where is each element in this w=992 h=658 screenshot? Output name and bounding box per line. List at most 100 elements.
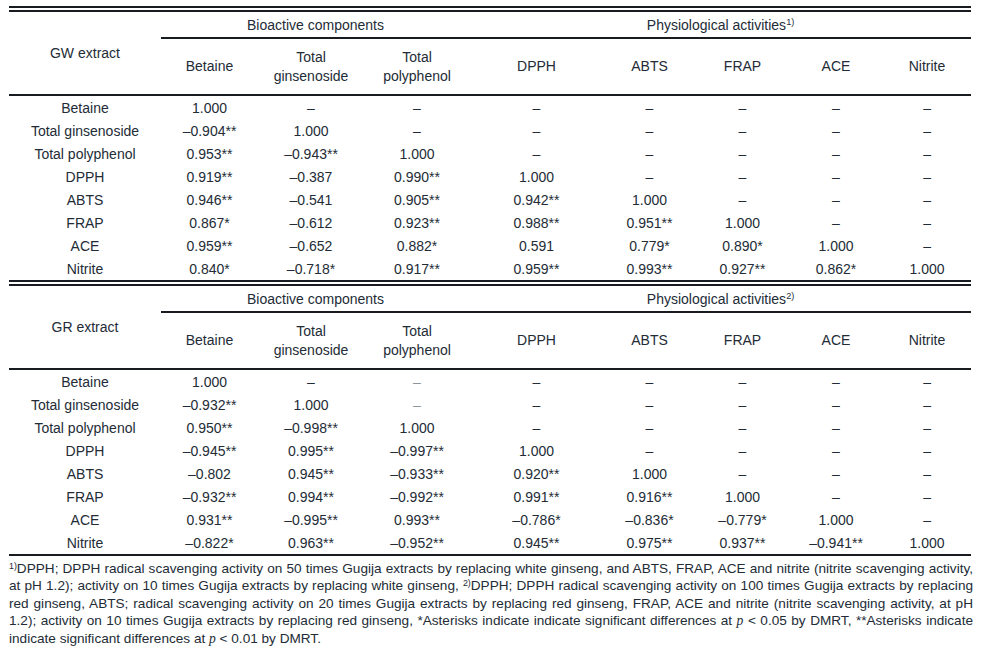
correlation-cell: 0.937**	[696, 531, 789, 555]
table-row: FRAP–0.932**0.994**–0.992**0.991**0.916*…	[9, 485, 971, 508]
correlation-cell: –	[883, 142, 971, 165]
table-row: Total ginsenoside–0.932**1.000––––––	[9, 393, 971, 416]
correlation-cell: –	[696, 165, 789, 188]
correlation-cell: 0.990**	[364, 165, 470, 188]
correlation-cell: 1.000	[789, 508, 883, 531]
correlation-cell: –	[470, 416, 603, 439]
row-label: FRAP	[9, 211, 161, 234]
correlation-cell: –	[789, 439, 883, 462]
correlation-cell: –0.822*	[161, 531, 258, 555]
correlation-cell: 1.000	[258, 119, 364, 142]
correlation-cell: –0.612	[258, 211, 364, 234]
column-header: Nitrite	[883, 38, 971, 95]
row-label: Betaine	[9, 369, 161, 393]
correlation-cell: –	[603, 369, 696, 393]
correlation-cell: –	[696, 142, 789, 165]
correlation-cell: 0.923**	[364, 211, 470, 234]
correlation-cell: –0.995**	[258, 508, 364, 531]
correlation-cell: 1.000	[470, 439, 603, 462]
correlation-cell: –	[470, 119, 603, 142]
correlation-cell: –	[789, 462, 883, 485]
correlation-cell: –0.932**	[161, 485, 258, 508]
correlation-cell: –0.941**	[789, 531, 883, 555]
correlation-cell: –	[364, 393, 470, 416]
correlation-cell: 0.905**	[364, 188, 470, 211]
correlation-cell: –	[603, 393, 696, 416]
correlation-cell: –	[789, 119, 883, 142]
row-label: Total polyphenol	[9, 416, 161, 439]
correlation-cell: –	[696, 188, 789, 211]
table-row: Total ginsenoside–0.904**1.000––––––	[9, 119, 971, 142]
group-header: Bioactive components	[161, 286, 470, 312]
group-header: Physiological activities1)	[470, 9, 971, 38]
italic-p: p	[209, 631, 216, 646]
correlation-cell: 0.988**	[470, 211, 603, 234]
correlation-cell: –0.943**	[258, 142, 364, 165]
table-row: ABTS–0.8020.945**–0.933**0.920**1.000–––	[9, 462, 971, 485]
row-label: FRAP	[9, 485, 161, 508]
column-header: ABTS	[603, 312, 696, 369]
correlation-cell: 0.945**	[470, 531, 603, 555]
correlation-cell: –0.836*	[603, 508, 696, 531]
column-header: DPPH	[470, 312, 603, 369]
correlation-cell: 0.942**	[470, 188, 603, 211]
row-label: ACE	[9, 508, 161, 531]
table-row: ACE0.931**–0.995**0.993**–0.786*–0.836*–…	[9, 508, 971, 531]
footnote-marker: 2)	[463, 578, 471, 588]
correlation-cell: –	[603, 95, 696, 119]
correlation-cell: 0.840*	[161, 257, 258, 283]
correlation-cell: –0.945**	[161, 439, 258, 462]
correlation-cell: –0.998**	[258, 416, 364, 439]
row-label: Nitrite	[9, 257, 161, 283]
correlation-cell: –	[364, 369, 470, 393]
row-label: Betaine	[9, 95, 161, 119]
correlation-cell: 1.000	[603, 188, 696, 211]
correlation-cell: –0.802	[161, 462, 258, 485]
correlation-cell: 0.931**	[161, 508, 258, 531]
column-header: Total polyphenol	[364, 312, 470, 369]
correlation-cell: 0.862*	[789, 257, 883, 283]
table-row: Total polyphenol0.950**–0.998**1.000––––…	[9, 416, 971, 439]
row-label: DPPH	[9, 165, 161, 188]
correlation-table-gr: GR extractBioactive componentsPhysiologi…	[9, 286, 971, 556]
row-label: Nitrite	[9, 531, 161, 555]
correlation-cell: –	[364, 95, 470, 119]
correlation-cell: –	[470, 369, 603, 393]
table-row: DPPH0.919**–0.3870.990**1.000––––	[9, 165, 971, 188]
correlation-cell: –	[883, 119, 971, 142]
correlation-cell: 0.995**	[258, 439, 364, 462]
column-header: Total ginsenoside	[258, 312, 364, 369]
correlation-cell: –	[883, 485, 971, 508]
correlation-cell: –	[789, 142, 883, 165]
correlation-cell: 1.000	[470, 165, 603, 188]
column-header: DPPH	[470, 38, 603, 95]
correlation-cell: 0.591	[470, 234, 603, 257]
correlation-cell: –	[789, 485, 883, 508]
correlation-cell: 0.867*	[161, 211, 258, 234]
correlation-cell: 0.945**	[258, 462, 364, 485]
correlation-cell: –	[470, 393, 603, 416]
correlation-cell: 0.994**	[258, 485, 364, 508]
footnote-marker: 2)	[786, 291, 794, 301]
correlation-cell: 1.000	[364, 416, 470, 439]
correlation-cell: –	[883, 508, 971, 531]
correlation-cell: –	[696, 416, 789, 439]
correlation-cell: –	[364, 119, 470, 142]
correlation-cell: –	[603, 439, 696, 462]
correlation-cell: –	[603, 119, 696, 142]
correlation-cell: –	[696, 119, 789, 142]
correlation-cell: 1.000	[364, 142, 470, 165]
table-footnote: 1)DPPH; DPPH radical scavenging activity…	[9, 560, 973, 647]
row-label: Total polyphenol	[9, 142, 161, 165]
correlation-cell: –	[603, 416, 696, 439]
correlation-cell: –	[696, 369, 789, 393]
correlation-cell: 0.920**	[470, 462, 603, 485]
column-header: Betaine	[161, 312, 258, 369]
correlation-cell: –	[470, 95, 603, 119]
row-label: ACE	[9, 234, 161, 257]
correlation-cell: 1.000	[258, 393, 364, 416]
correlation-cell: 0.953**	[161, 142, 258, 165]
correlation-cell: –	[789, 416, 883, 439]
correlation-cell: 1.000	[161, 369, 258, 393]
table-row: ABTS0.946**–0.5410.905**0.942**1.000–––	[9, 188, 971, 211]
